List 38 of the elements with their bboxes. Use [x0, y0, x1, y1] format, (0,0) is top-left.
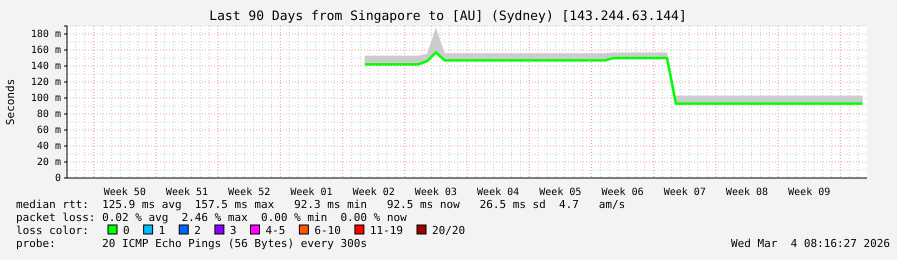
y-axis-title: Seconds: [4, 78, 17, 126]
y-tick-label: 0: [54, 173, 61, 184]
x-tick-label: Week 04: [477, 187, 520, 198]
legend-label: 3: [230, 224, 236, 237]
legend-title: loss color:: [16, 224, 89, 237]
legend-label: 11-19: [370, 224, 403, 237]
text: probe: 20 ICMP Echo Pings (56 Bytes) every 300s: [16, 237, 367, 250]
x-tick-label: Week 03: [414, 187, 457, 198]
y-tick-label: 20 m: [36, 157, 61, 168]
legend-label: 0: [123, 224, 130, 237]
x-tick-label: Week 52: [228, 187, 270, 198]
text: Wed Mar 4 08:16:27 2026: [731, 237, 890, 250]
x-tick-label: Week 08: [726, 187, 768, 198]
y-tick-label: 160 m: [30, 45, 61, 56]
x-tick-label: Week 07: [664, 187, 706, 198]
y-tick-label: 180 m: [30, 29, 61, 40]
x-tick-label: Week 05: [539, 187, 582, 198]
x-tick-label: Week 01: [290, 187, 333, 198]
legend-label: 1: [158, 224, 166, 237]
y-tick-label: 60 m: [36, 125, 61, 136]
y-tick-label: 80 m: [36, 109, 61, 120]
legend-label: 20/20: [432, 224, 466, 237]
legend-label: 2: [194, 224, 201, 237]
legend-label: 6-10: [314, 224, 341, 237]
y-tick-label: 40 m: [36, 141, 61, 152]
text: median rtt: 125.9 ms avg 157.5 ms max 92.3 ms min 92.5 ms now 26.5 ms sd 4.7 am/s: [16, 198, 626, 211]
legend-label: 4-5: [266, 224, 286, 237]
x-tick-label: Week 09: [788, 187, 830, 198]
text: packet loss: 0.02 % avg 2.46 % max 0.00 % min 0.00 % now: [16, 211, 408, 224]
x-tick-label: Week 51: [166, 187, 208, 198]
y-tick-label: 120 m: [30, 77, 61, 88]
line-series: [364, 51, 864, 105]
y-tick-label: 100 m: [30, 93, 61, 104]
x-tick-label: Week 02: [352, 187, 395, 198]
x-tick-label: Week 50: [104, 187, 146, 198]
chart-title: Last 90 Days from Singapore to [AU] (Sydney) [143.244.63.144]: [209, 9, 687, 24]
y-tick-label: 140 m: [30, 61, 61, 72]
x-tick-label: Week 06: [601, 187, 644, 198]
